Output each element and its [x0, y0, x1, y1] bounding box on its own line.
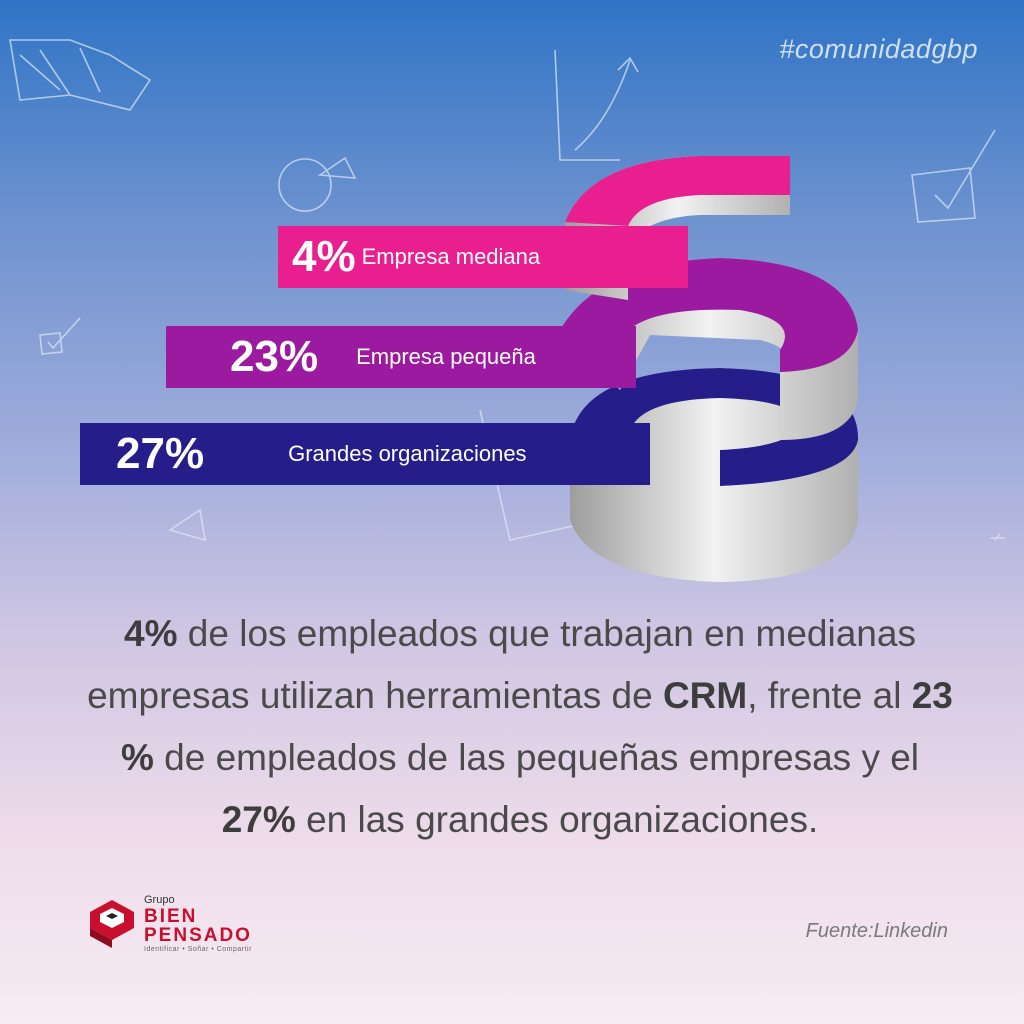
bar-empresa-mediana: 4% Empresa mediana: [278, 226, 688, 288]
bar-category-label: Empresa mediana: [361, 244, 541, 269]
body-text-part: 27%: [221, 799, 296, 840]
logo-line1-text: BIEN: [144, 906, 198, 927]
source-credit: Fuente:Linkedin: [805, 920, 948, 942]
brand-logo: Grupo BIEN PENSADO Identificar • Soñar •…: [86, 894, 286, 964]
bar-empresa-pequena: 23% Empresa pequeña: [166, 326, 636, 388]
logo-mark-icon: [90, 900, 134, 948]
logo-line2-text: PENSADO: [144, 925, 252, 946]
body-text-part: CRM: [662, 675, 748, 716]
body-paragraph: 4% de los empleados que trabajan en medi…: [80, 603, 960, 851]
body-text-part: de los empleados que trabajan en mediana…: [87, 613, 916, 716]
hashtag: #comunidadgbp: [779, 34, 978, 64]
bar-value-label: 23%: [230, 332, 319, 381]
body-text-part: en las grandes organizaciones.: [295, 799, 819, 840]
body-text-part: de empleados de las pequeñas empresas y …: [153, 737, 920, 778]
logo-grupo-text: Grupo: [144, 894, 175, 906]
body-text-part: 4%: [124, 613, 178, 654]
bar-value-label: 4%: [292, 232, 356, 281]
bar-category-label: Grandes organizaciones: [288, 441, 527, 466]
body-text-part: , frente al: [747, 675, 912, 716]
bar-category-label: Empresa pequeña: [356, 344, 536, 369]
bar-value-label: 27%: [116, 429, 205, 478]
body-text-part: 23 %: [120, 675, 953, 778]
logo-tagline: Identificar • Soñar • Compartir: [144, 946, 252, 953]
bar-grandes-organizaciones: 27% Grandes organizaciones: [80, 423, 650, 485]
